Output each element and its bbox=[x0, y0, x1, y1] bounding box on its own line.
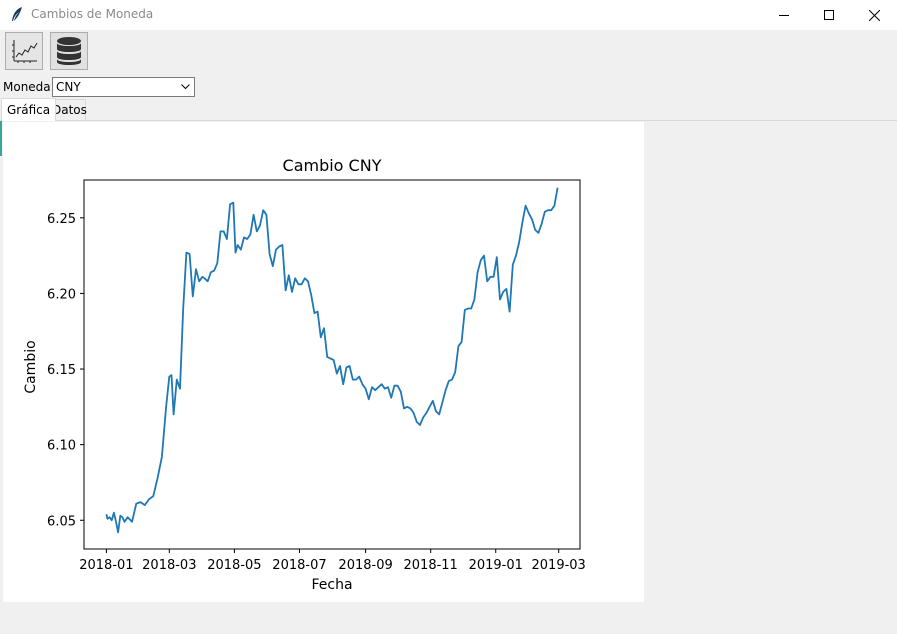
x-tick-label: 2018-11 bbox=[404, 558, 458, 573]
x-axis-label: Fecha bbox=[311, 577, 352, 593]
x-tick-label: 2018-09 bbox=[338, 558, 392, 573]
y-tick-label: 6.20 bbox=[47, 287, 76, 302]
minimize-button[interactable] bbox=[761, 0, 807, 30]
y-tick-label: 6.25 bbox=[47, 212, 76, 227]
window-title: Cambios de Moneda bbox=[31, 7, 154, 21]
x-tick-label: 2018-03 bbox=[142, 558, 196, 573]
currency-label: Moneda: bbox=[3, 80, 55, 94]
x-tick-label: 2019-01 bbox=[469, 558, 523, 573]
left-accent-strip bbox=[0, 121, 2, 156]
series-line bbox=[105, 187, 559, 534]
title-bar[interactable]: Cambios de Moneda bbox=[0, 0, 897, 30]
x-tick-label: 2018-05 bbox=[207, 558, 261, 573]
tab-datos[interactable]: Datos bbox=[48, 99, 87, 120]
currency-select-value: CNY bbox=[56, 80, 81, 94]
line-chart: Cambio CNY Fecha Cambio 2018-01 2018-03 20… bbox=[23, 156, 586, 593]
data-view-button[interactable] bbox=[50, 32, 88, 70]
maximize-icon bbox=[824, 10, 834, 20]
x-tick-label: 2018-07 bbox=[272, 558, 326, 573]
close-button[interactable] bbox=[851, 0, 897, 30]
feather-icon bbox=[12, 7, 22, 21]
minimize-icon bbox=[779, 15, 789, 16]
close-icon bbox=[868, 9, 880, 21]
y-tick-label: 6.10 bbox=[47, 439, 76, 454]
chart-view-button[interactable] bbox=[5, 32, 43, 70]
chart-title: Cambio CNY bbox=[283, 156, 382, 175]
database-icon bbox=[57, 37, 81, 65]
tab-grafica[interactable]: Gráfica bbox=[1, 98, 57, 121]
y-tick-label: 6.05 bbox=[47, 514, 76, 529]
x-tick-label: 2019-03 bbox=[532, 558, 586, 573]
y-tick-label: 6.15 bbox=[47, 363, 76, 378]
x-tick-label: 2018-01 bbox=[79, 558, 133, 573]
currency-select[interactable]: CNY bbox=[52, 77, 195, 97]
line-chart-icon bbox=[12, 40, 38, 63]
chevron-down-icon bbox=[181, 84, 190, 90]
plot-frame bbox=[83, 179, 581, 550]
y-axis-label: Cambio bbox=[23, 340, 39, 393]
chart-figure: Cambio CNY Fecha Cambio 2018-01 2018-03 20… bbox=[3, 122, 644, 602]
maximize-button[interactable] bbox=[806, 0, 852, 30]
